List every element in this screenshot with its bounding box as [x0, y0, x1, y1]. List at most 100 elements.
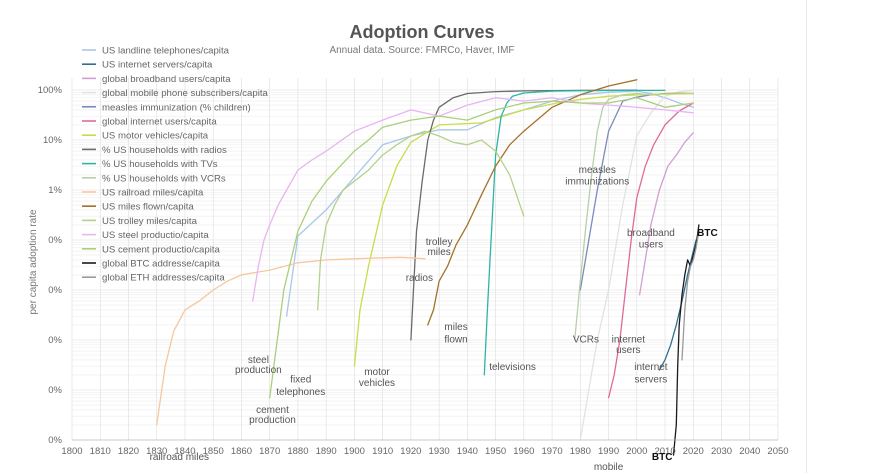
x-tick-label: 1830 — [146, 446, 167, 457]
x-tick-label: 1910 — [372, 446, 393, 457]
annotation-label: steel — [248, 355, 269, 366]
legend-entry: US internet servers/capita — [102, 60, 213, 71]
legend-entry: % US households with VCRs — [102, 173, 226, 184]
series-line-us-railroad-miles-capita — [156, 256, 426, 426]
x-tick-label: 1860 — [231, 446, 252, 457]
y-tick-label: 10% — [43, 135, 63, 146]
x-tick-label: 2050 — [767, 446, 788, 457]
y-tick-label: 0% — [48, 285, 62, 296]
annotation-label: motor — [364, 367, 390, 378]
annotation-label: miles — [444, 322, 467, 333]
series-line-global-eth-addresses-capita — [681, 230, 700, 361]
legend-entry: % US households with radios — [102, 145, 227, 156]
annotations-layer: railroad milessteelproductioncementprodu… — [150, 165, 718, 473]
x-tick-label: 2000 — [626, 446, 647, 457]
x-tick-label: 1970 — [542, 446, 563, 457]
annotation-label: telephones — [276, 387, 325, 398]
legend-entry: global broadband users/capita — [102, 74, 231, 85]
series-line-global-internet-users-capita — [607, 102, 694, 399]
annotation-label: broadband — [627, 228, 675, 239]
legend-entry: global ETH addresses/capita — [102, 273, 225, 284]
x-tick-label: 2020 — [683, 446, 704, 457]
x-tick-label: 2010 — [654, 446, 675, 457]
legend-entry: % US households with TVs — [102, 159, 218, 170]
chart-title: Adoption Curves — [349, 22, 494, 42]
x-tick-label: 1920 — [400, 446, 421, 457]
x-tick-label: 1820 — [118, 446, 139, 457]
series-line--us-households-with-vcrs — [574, 92, 652, 341]
legend-entry: global BTC addresse/capita — [102, 259, 221, 270]
grid-layer — [71, 78, 779, 441]
x-tick-label: 1940 — [457, 446, 478, 457]
annotation-label: trolley — [426, 237, 453, 248]
x-tick-label: 1900 — [344, 446, 365, 457]
legend-entry: US cement productio/capita — [102, 244, 221, 255]
x-tick-label: 1840 — [174, 446, 195, 457]
annotation-label: measles — [579, 165, 616, 176]
legend-entry: US miles flown/capita — [102, 202, 194, 213]
legend-entry: US steel productio/capita — [102, 230, 209, 241]
x-tick-label: 1930 — [429, 446, 450, 457]
legend-entry: US landline telephones/capita — [102, 46, 230, 57]
series-line--us-households-with-radios — [410, 89, 638, 341]
x-tick-label: 1990 — [598, 446, 619, 457]
series-line-us-cement-productio-capita — [269, 97, 694, 399]
x-tick-label: 1890 — [316, 446, 337, 457]
annotation-label: users — [616, 345, 640, 356]
annotation-label: miles — [427, 247, 450, 258]
x-tick-label: 1800 — [61, 446, 82, 457]
page-divider — [806, 0, 807, 473]
series-line-us-miles-flown-capita — [427, 79, 638, 326]
x-tick-label: 1850 — [203, 446, 224, 457]
annotation-label: internet — [612, 334, 646, 345]
annotation-label: BTC — [652, 452, 673, 463]
x-tick-label: 1810 — [90, 446, 111, 457]
y-tick-label: 0% — [48, 335, 62, 346]
x-tick-label: 2040 — [739, 446, 760, 457]
x-tick-label: 1870 — [259, 446, 280, 457]
y-tick-label: 100% — [38, 85, 63, 96]
axis-layer: 1800 1810 1820 1830 1840 1850 1860 1870 1880 1890… — [38, 85, 789, 457]
series-layer — [156, 79, 700, 456]
annotation-label: vehicles — [359, 378, 395, 389]
legend-entry: US motor vehicles/capita — [102, 131, 209, 142]
annotation-label: VCRs — [573, 334, 599, 345]
series-line-global-broadband-users-capita — [638, 132, 694, 296]
legend-entry: US railroad miles/capita — [102, 188, 204, 199]
x-tick-label: 1880 — [287, 446, 308, 457]
y-tick-label: 1% — [48, 185, 62, 196]
x-tick-label: 2030 — [711, 446, 732, 457]
adoption-curves-chart: 1800 1810 1820 1830 1840 1850 1860 1870 1880 1890… — [0, 0, 806, 473]
annotation-label: railroad miles — [150, 452, 209, 463]
x-tick-label: 1980 — [570, 446, 591, 457]
legend-entry: measles immunization (% children) — [102, 102, 251, 113]
annotation-label: cement — [256, 405, 289, 416]
annotation-label: immunizations — [565, 176, 629, 187]
series-line-us-internet-servers-capita — [658, 239, 697, 371]
y-tick-label: 0% — [48, 385, 62, 396]
series-line-us-motor-vehicles-capita — [353, 92, 694, 367]
annotation-label: BTC — [697, 228, 718, 239]
annotation-label: servers — [635, 375, 668, 386]
y-axis-label: per capita adoption rate — [28, 209, 39, 315]
y-tick-label: 0% — [48, 235, 62, 246]
x-tick-label: 1950 — [485, 446, 506, 457]
y-tick-label: 0% — [48, 435, 62, 446]
legend-entry: US trolley miles/capita — [102, 216, 198, 227]
annotation-label: users — [639, 240, 663, 251]
annotation-label: production — [249, 415, 296, 426]
series-line-us-trolley-miles-capita — [317, 130, 525, 311]
chart-background — [0, 0, 806, 473]
annotation-label: production — [235, 365, 282, 376]
x-tick-label: 1960 — [513, 446, 534, 457]
annotation-label: radios — [406, 273, 433, 284]
annotation-label: televisions — [489, 362, 536, 373]
annotation-label: internet — [634, 362, 668, 373]
series-line-global-btc-addresse-capita — [672, 224, 700, 456]
annotation-label: flown — [444, 334, 467, 345]
legend-entry: global mobile phone subscribers/capita — [102, 88, 269, 99]
annotation-label: mobile — [594, 462, 624, 473]
legend-entry: global internet users/capita — [102, 117, 217, 128]
series-line-us-steel-productio-capita — [252, 97, 694, 302]
